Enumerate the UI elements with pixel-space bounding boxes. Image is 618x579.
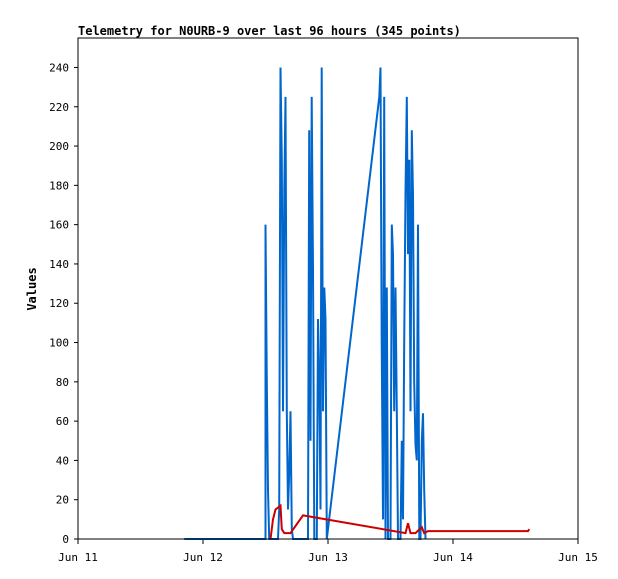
x-tick-label: Jun 12 — [183, 551, 223, 564]
y-tick-label: 0 — [62, 533, 69, 546]
plot-area — [77, 37, 579, 540]
x-tick-label: Jun 14 — [433, 551, 473, 564]
series-line-2 — [269, 503, 531, 540]
y-tick-label: 220 — [49, 101, 69, 114]
x-tick-label: Jun 13 — [308, 551, 348, 564]
chart-title: Telemetry for N0URB-9 over last 96 hours… — [78, 24, 461, 38]
y-tick-label: 20 — [56, 494, 69, 507]
y-tick-label: 200 — [49, 140, 69, 153]
y-tick-label: 40 — [56, 454, 69, 467]
series-line-1 — [184, 67, 427, 540]
y-tick-label: 60 — [56, 415, 69, 428]
y-axis-label: Values — [25, 267, 39, 310]
x-tick-label: Jun 15 — [558, 551, 598, 564]
y-tick-label: 160 — [49, 219, 69, 232]
y-axis: 0 20 40 60 80 100 120 140 160 180 200 220 240 — [49, 61, 78, 546]
x-axis: Jun 11 Jun 12 Jun 13 Jun 14 Jun 15 — [58, 539, 598, 564]
series-layer — [184, 67, 531, 540]
y-tick-label: 240 — [49, 61, 69, 74]
y-tick-label: 80 — [56, 376, 69, 389]
y-tick-label: 140 — [49, 258, 69, 271]
y-tick-label: 120 — [49, 297, 69, 310]
x-tick-label: Jun 11 — [58, 551, 98, 564]
y-tick-label: 180 — [49, 179, 69, 192]
y-tick-label: 100 — [49, 337, 69, 350]
